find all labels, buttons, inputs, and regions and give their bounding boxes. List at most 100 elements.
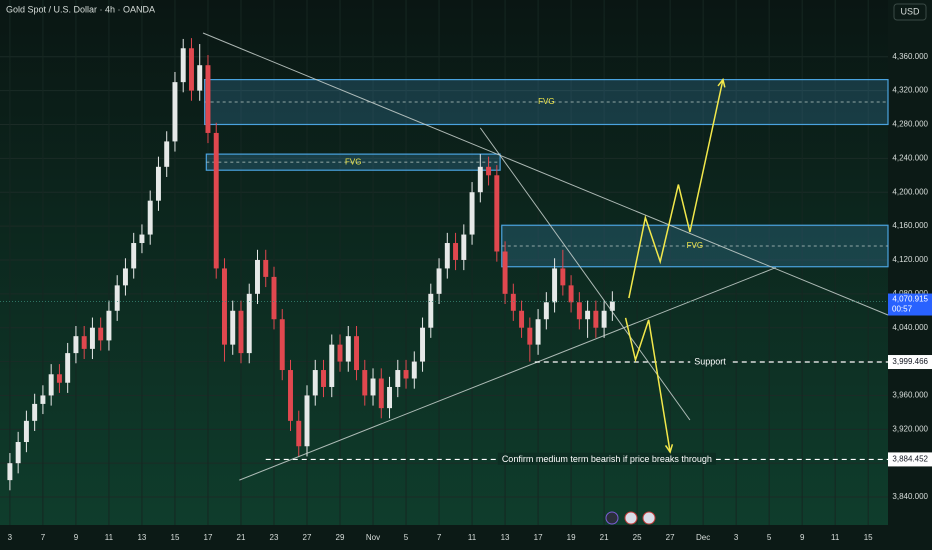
level-label: Support [694, 356, 726, 366]
candle-body [403, 370, 409, 379]
candle-body [98, 327, 104, 341]
candle-body [197, 65, 203, 91]
event-icon [642, 511, 656, 525]
event-icon [624, 511, 638, 525]
fvg-zone [204, 78, 889, 126]
candle-body [535, 319, 541, 345]
candle-body [205, 65, 211, 133]
x-tick-label: 27 [303, 533, 312, 542]
candle-body [304, 395, 310, 447]
candle-body [312, 370, 318, 396]
candle-body [568, 285, 574, 303]
currency-label[interactable]: USD [900, 6, 920, 16]
candle-body [461, 234, 467, 260]
candle-body [510, 293, 516, 311]
candle-body [593, 310, 599, 328]
projection-path [624, 317, 671, 453]
currency-button[interactable] [893, 3, 927, 21]
candle-body [164, 141, 170, 167]
y-tick-label: 3,960.000 [892, 391, 928, 400]
candle-body [428, 293, 434, 328]
candle-body [345, 336, 351, 362]
x-tick-label: 17 [534, 533, 543, 542]
x-tick-label: 23 [270, 533, 279, 542]
countdown-label: 00:57 [892, 305, 913, 314]
candle-body [288, 370, 293, 421]
x-tick-label: 9 [74, 533, 79, 542]
y-tick-label: 4,360.000 [892, 52, 928, 61]
candle-body [543, 302, 549, 320]
candle-body [147, 200, 153, 235]
x-tick-label: 21 [237, 533, 246, 542]
candle-body [238, 310, 244, 354]
candle-body [420, 327, 426, 362]
chart-title: Gold Spot / U.S. Dollar · 4h · OANDA [6, 4, 155, 14]
level-value-box [888, 355, 932, 370]
plot-background [0, 0, 888, 525]
candle-body [609, 301, 615, 311]
candle-body [48, 374, 54, 396]
y-tick-label: 4,280.000 [892, 120, 928, 129]
price-axis-background [888, 0, 932, 550]
candle-body [321, 370, 326, 387]
event-icon [605, 511, 619, 525]
candle-body [585, 310, 591, 320]
candle-body [486, 166, 492, 176]
candle-body [560, 268, 566, 286]
zones: FVG FVG FVG [204, 78, 889, 268]
x-tick-label: 3 [734, 533, 739, 542]
x-tick-label: 13 [137, 533, 146, 542]
candle-body [527, 327, 533, 345]
level-label-background [497, 452, 716, 465]
projection-path [628, 79, 724, 299]
last-price-box [888, 293, 932, 316]
candle-body [155, 166, 161, 201]
level-label-background [690, 355, 731, 368]
candle-body [279, 319, 285, 371]
x-tick-label: Nov [366, 533, 380, 542]
fvg-label: FVG [345, 157, 361, 166]
candle-body [222, 268, 227, 345]
x-tick-label: 27 [666, 533, 675, 542]
axes: 3,840.0003,880.0003,920.0003,960.0004,00… [8, 52, 932, 542]
x-tick-label: 7 [41, 533, 46, 542]
time-axis-background [0, 525, 888, 550]
candle-body [362, 370, 368, 396]
candle-body [378, 378, 384, 409]
x-tick-label: 17 [204, 533, 213, 542]
candle-body [477, 166, 483, 193]
y-tick-label: 3,840.000 [892, 492, 928, 501]
candle-body [387, 386, 393, 409]
candle-body [73, 336, 79, 354]
candle-body [15, 442, 21, 464]
candle-body [230, 310, 236, 345]
candle-body [32, 403, 38, 421]
y-tick-label: 4,080.000 [892, 289, 928, 298]
candle-body [89, 327, 95, 349]
x-tick-label: 11 [105, 533, 114, 542]
candle-body [601, 310, 607, 328]
x-tick-label: Dec [696, 533, 710, 542]
candle-body [7, 463, 13, 481]
candle-body [114, 285, 120, 311]
candle-body [263, 259, 269, 277]
arrow-head [717, 77, 726, 88]
candle-body [106, 310, 112, 341]
candle-body [188, 48, 194, 91]
trendline [479, 127, 691, 421]
candle-body [131, 243, 137, 269]
x-tick-label: 19 [567, 533, 576, 542]
candle-body [436, 268, 442, 294]
x-tick-label: 21 [600, 533, 609, 542]
level-label: Confirm medium term bearish if price bre… [502, 454, 712, 464]
candle-body [453, 243, 459, 260]
candle-body [469, 192, 475, 235]
level-value-label: 3,884.452 [892, 455, 928, 464]
candle-body [329, 344, 335, 387]
x-tick-label: 13 [501, 533, 510, 542]
y-tick-label: 4,040.000 [892, 323, 928, 332]
trendline [239, 267, 776, 481]
candle-body [40, 395, 46, 404]
x-tick-label: 15 [171, 533, 180, 542]
y-tick-label: 4,240.000 [892, 153, 928, 162]
